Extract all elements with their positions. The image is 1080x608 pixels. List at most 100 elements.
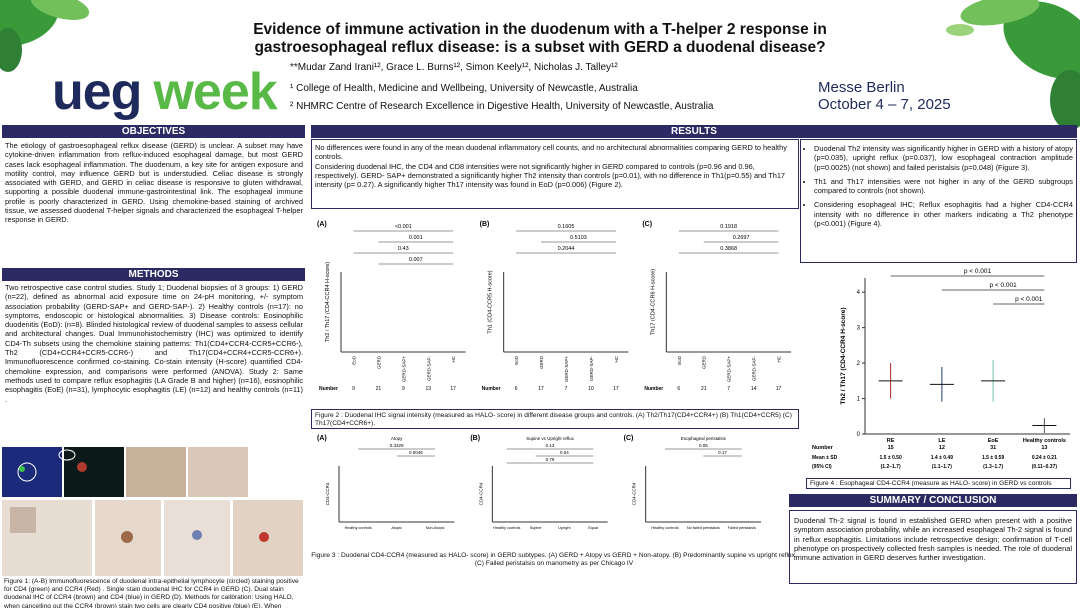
x-tick-label: HC [777, 355, 782, 362]
n-value: 7 [565, 386, 568, 392]
x-tick-label: Non-Atopic [426, 526, 445, 530]
p-value: 0.04 [560, 450, 569, 455]
summary-text: Duodenal Th-2 signal is found in establi… [789, 510, 1077, 584]
y-axis-label: CD4-CCR4 [325, 482, 330, 505]
results-text: No differences were found in any of the … [315, 143, 787, 162]
affiliation: ¹ College of Health, Medicine and Wellbe… [290, 83, 638, 94]
n-value: 14 [751, 386, 757, 392]
ci: (0.11–0.37) [1032, 464, 1058, 470]
results-box: No differences were found in any of the … [311, 139, 799, 209]
n-value: 13 [1041, 445, 1047, 451]
ci-label: (95% CI) [812, 464, 832, 470]
panel-label: (C) [642, 221, 652, 228]
objectives-text: The etiology of gastroesophageal reflux … [5, 141, 303, 225]
figure-caption: Figure 4 : Esophageal CD4-CCR4 (measure … [806, 478, 1071, 489]
x-tick-label: Atopic [391, 526, 402, 530]
x-tick-label: EoE [988, 438, 999, 444]
y-axis-label: Th2 / Th17 (CD4-CCR4 H-score) [840, 307, 847, 404]
n-value: 17 [776, 386, 782, 392]
affiliation: ² NHMRC Centre of Research Excellence in… [290, 101, 714, 112]
panel-title: Esophageal peristalsis [681, 436, 727, 441]
p-value: p < 0.001 [1015, 296, 1043, 303]
p-value: p < 0.001 [989, 282, 1017, 289]
p-value: 0.05 [699, 443, 708, 448]
n-value: 6 [515, 386, 518, 392]
x-tick-label: Healthy controls [493, 526, 520, 530]
mean-sd: 1.5 ± 0.59 [982, 455, 1004, 461]
n-label: Number [319, 386, 338, 392]
figure-3: (A) Atopy CD4-CCR4 Healthy controls Atopic No… [317, 435, 761, 530]
x-tick-label: Supine [530, 526, 542, 530]
p-value: 0.1918 [720, 224, 737, 230]
mean-sd: 0.24 ± 0.21 [1032, 455, 1057, 461]
logo: ueg week [52, 62, 278, 122]
panel-label: (B) [480, 221, 490, 228]
n-value: 7 [727, 386, 730, 392]
y-tick-label: 3 [857, 326, 861, 332]
n-label: Number [644, 386, 663, 392]
x-tick-label: Healthy controls [1023, 438, 1066, 444]
p-value: <0.001 [395, 224, 412, 230]
mean-sd: 1.5 ± 0.50 [880, 455, 902, 461]
n-value: 6 [677, 386, 680, 392]
n-value: 9 [352, 386, 355, 392]
x-tick-label: GERD [702, 355, 707, 369]
n-value: 31 [990, 445, 996, 451]
x-tick-label: Equal [588, 526, 598, 530]
bullet: Th1 and Th17 intensities were not higher… [814, 177, 1073, 196]
figure-caption: Figure 2 : Duodenal IHC signal intensity… [311, 409, 799, 429]
x-tick-label: HC [451, 355, 456, 362]
section-heading: METHODS [2, 268, 305, 281]
bullet-list: Duodenal Th2 intensity was significantly… [804, 144, 1073, 228]
x-tick-label: RE [887, 438, 895, 444]
methods-text: Two retrospective case control studies. … [5, 283, 303, 404]
section-heading: SUMMARY / CONCLUSION [789, 494, 1077, 507]
panel-label: (A) [317, 221, 327, 228]
p-value: 0.17 [718, 450, 727, 455]
x-tick-label: Failed peristalsis [728, 526, 756, 530]
y-axis-label: Th2 / Th17 (CD4-CCR4 H-score) [325, 262, 331, 342]
logo-week: week [153, 63, 277, 121]
x-tick-label: No failed peristalsis [687, 526, 720, 530]
n-value: 13 [425, 386, 431, 392]
p-value: 0.0046 [409, 450, 423, 455]
y-tick-label: 0 [857, 432, 861, 438]
p-value: 0.001 [409, 235, 423, 241]
panel-title: Supine vs Upright reflux [526, 436, 575, 441]
p-value: 0.2697 [733, 235, 750, 241]
n-value: 9 [402, 386, 405, 392]
ci: (1.2–1.7) [881, 464, 901, 470]
figure-caption: Figure 3 : Duodenal CD4-CCR4 (measured a… [311, 552, 797, 568]
authors: **Mudar Zand Irani¹², Grace L. Burns¹², … [290, 62, 618, 73]
x-tick-label: GERD-SAP+ [727, 356, 732, 383]
x-tick-label: LE [938, 438, 945, 444]
ci: (1.3–1.7) [983, 464, 1003, 470]
section-heading: RESULTS [311, 125, 1077, 138]
panel-label: (B) [470, 435, 480, 442]
p-value: 0.79 [546, 457, 555, 462]
x-tick-label: GERD-SAP- [589, 356, 594, 382]
x-tick-label: EoD [677, 355, 682, 365]
x-tick-label: GERD-SAP+ [564, 356, 569, 383]
p-value: 0.3329 [390, 443, 404, 448]
n-value: 15 [888, 445, 894, 451]
p-value: 0.3868 [720, 246, 737, 252]
n-value: 21 [701, 386, 707, 392]
results-text: Considering duodenal IHC, the CD4 and CD… [315, 161, 786, 190]
ci: (1.1–1.7) [932, 464, 952, 470]
section-heading: OBJECTIVES [2, 125, 305, 138]
p-value: 0.43 [398, 246, 409, 252]
n-label: Number [482, 386, 501, 392]
n-value: 17 [613, 386, 619, 392]
x-tick-label: GERD-SAP- [426, 356, 431, 382]
x-tick-label: HC [614, 355, 619, 362]
x-tick-label: GERD [376, 355, 381, 369]
x-tick-label: Healthy controls [651, 526, 678, 530]
logo-ueg: ueg [52, 63, 142, 121]
n-value: 17 [538, 386, 544, 392]
x-tick-label: GERD-SAP+ [401, 356, 406, 383]
panel-label: (A) [317, 435, 327, 442]
panel-title: Atopy [391, 436, 403, 441]
y-tick-label: 4 [857, 290, 861, 296]
title-line: gastroesophageal reflux disease: is a su… [254, 39, 826, 56]
